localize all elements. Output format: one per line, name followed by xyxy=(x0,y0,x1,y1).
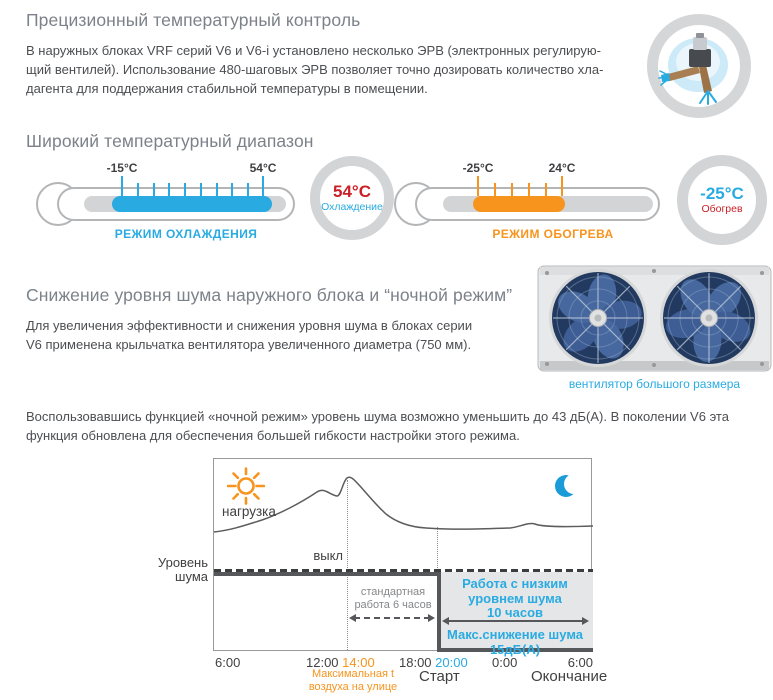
fan-image-caption: вентилятор большого размера xyxy=(568,377,741,391)
standard-operation-text: стандартная работа 6 часов xyxy=(348,586,438,612)
text-line: работа 6 часов xyxy=(354,599,432,611)
dotted-line-1400 xyxy=(347,480,348,650)
x-label-1200: 12:00 xyxy=(306,655,339,670)
text-line: уровнем шума xyxy=(468,590,562,606)
text-line: Максимальная t xyxy=(311,668,395,680)
end-label: Окончание xyxy=(531,668,608,685)
section-noise-body: Для увеличения эффективности и снижения … xyxy=(26,316,472,354)
x-label-1400: 14:00 xyxy=(342,655,375,670)
section-night-body: Воспользовавшись функцией «ночной режим»… xyxy=(26,407,729,445)
heating-badge-caption: Обогрев xyxy=(701,203,743,215)
load-curve xyxy=(214,476,593,533)
max-temp-label: Максимальная t воздуха на улице xyxy=(299,668,407,694)
cooling-badge-value: 54°C xyxy=(333,182,371,201)
text-line: В наружных блоках VRF серий V6 и V6-i ус… xyxy=(26,43,601,58)
heating-mode-label: РЕЖИМ ОБОГРЕВА xyxy=(492,227,614,241)
noise-schedule-chart: нагрузка выкл Работа с низким уровнем шу… xyxy=(213,458,593,657)
text-line: Для увеличения эффективности и снижения … xyxy=(26,318,473,333)
text-line: дагента для поддержания стабильной темпе… xyxy=(26,81,428,96)
section-precision-body: В наружных блоках VRF серий V6 и V6-i ус… xyxy=(26,41,603,98)
noise-level-dashed-line xyxy=(214,569,593,572)
text-line: Воспользовавшись функцией «ночной режим»… xyxy=(26,409,729,424)
fan-unit-illustration xyxy=(537,265,772,372)
x-label-1800: 18:00 xyxy=(399,655,432,670)
thermometer-fill-heating xyxy=(473,196,565,212)
section-precision-title: Прецизионный температурный контроль xyxy=(26,10,361,30)
max-reduction-text: Макс.снижение шума 15дБ(А) xyxy=(441,627,589,657)
text-line: 10 часов xyxy=(486,605,543,620)
heating-badge: -25°C Обогрев xyxy=(677,155,767,245)
text-line: стандартная xyxy=(360,586,426,598)
text-line: 15дБ(А) xyxy=(489,642,541,657)
thermometer-fill-cooling xyxy=(112,196,272,212)
cooling-mode-label: РЕЖИМ ОХЛАЖДЕНИЯ xyxy=(114,227,258,241)
cooling-badge: 54°C Охлаждение xyxy=(310,156,394,240)
cooling-max-label: 54°C xyxy=(249,161,277,175)
text-line: Макс.снижение шума xyxy=(447,627,583,642)
expansion-valve-badge xyxy=(647,14,751,118)
low-noise-text: Работа с низким уровнем шума 10 часов xyxy=(441,576,589,621)
x-label-2000: 20:00 xyxy=(435,655,468,670)
x-label-1200-1400: 12:00 14:00 xyxy=(306,655,375,670)
off-label: выкл xyxy=(313,548,343,563)
text-line: V6 применена крыльчатка вентилятора увел… xyxy=(26,337,472,352)
heating-badge-value: -25°C xyxy=(700,184,744,203)
text-line: Работа с низким xyxy=(462,576,568,591)
x-label-0000: 0:00 xyxy=(492,655,518,670)
expansion-valve-icon xyxy=(658,33,728,105)
cooling-min-label: -15°C xyxy=(106,161,138,175)
outdoor-unit-fan-image xyxy=(537,264,772,373)
start-label: Старт xyxy=(419,668,460,685)
sun-icon xyxy=(227,467,265,505)
heating-min-label: -25°C xyxy=(462,161,494,175)
text-line: функция обновлена для обеспечения больше… xyxy=(26,428,520,443)
x-label-0600: 6:00 xyxy=(215,655,241,670)
moon-icon xyxy=(555,474,582,497)
low-noise-region: Работа с низким уровнем шума 10 часов Ма… xyxy=(437,572,593,657)
dotted-line-2000 xyxy=(437,527,438,572)
x-label-1800-2000: 18:00 20:00 xyxy=(399,655,468,670)
text-line: воздуха на улице xyxy=(308,681,398,693)
text-line: щий вентилей). Использование 480-шаговых… xyxy=(26,62,604,77)
text-line: Уровень xyxy=(157,555,208,570)
load-label: нагрузка xyxy=(222,504,276,519)
text-line: шума xyxy=(175,569,208,584)
cooling-badge-caption: Охлаждение xyxy=(321,201,383,213)
noise-level-solid-line xyxy=(214,572,441,576)
noise-axis-label: Уровень шума xyxy=(146,556,208,584)
x-label-0600-end: 6:00 xyxy=(567,655,593,670)
section-noise-title: Снижение уровня шума наружного блока и “… xyxy=(26,285,513,305)
load-curve-path xyxy=(214,476,593,533)
heating-max-label: 24°C xyxy=(548,161,576,175)
section-range-title: Широкий температурный диапазон xyxy=(26,131,314,151)
